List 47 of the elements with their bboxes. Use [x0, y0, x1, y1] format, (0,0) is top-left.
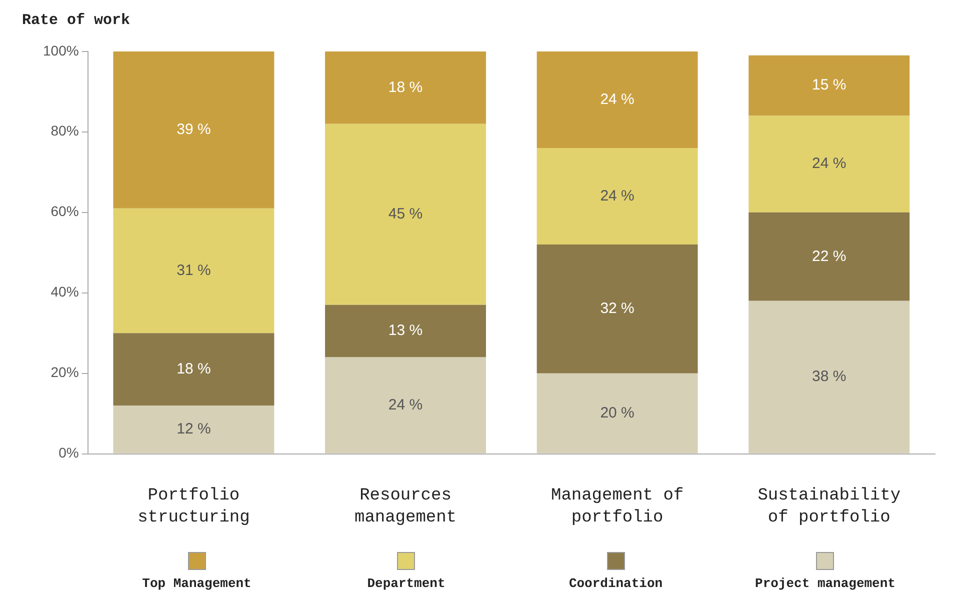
x-tick-label: Resources management: [354, 486, 457, 528]
legend-label: Top Management: [141, 576, 252, 591]
bar: [536, 244, 698, 374]
bar: [536, 373, 698, 454]
bar: [113, 51, 274, 208]
bar: [325, 124, 486, 305]
y-axis-title: Rate of work: [22, 12, 130, 29]
data-label: 13 %: [388, 322, 423, 340]
x-tick-label: Portfolio structuring: [138, 486, 250, 528]
legend-label: Department: [366, 576, 446, 591]
bar: [748, 55, 910, 116]
y-tick-label: 40%: [50, 284, 79, 300]
data-label: 18 %: [176, 360, 211, 378]
bar: [113, 208, 274, 334]
y-tick-label: 20%: [50, 364, 79, 380]
bar: [748, 116, 910, 212]
x-tick-label: Management of portfolio: [550, 486, 684, 528]
bar: [113, 333, 274, 406]
x-tick-label: Sustainability of portfolio: [758, 486, 901, 528]
bar: [325, 357, 486, 454]
bar: [536, 148, 698, 245]
bar: [748, 212, 910, 301]
data-label: 24 %: [600, 90, 634, 108]
legend-label: Project management: [754, 576, 896, 591]
legend-label: Coordination: [568, 576, 664, 591]
bar: [748, 300, 910, 454]
data-label: 15 %: [812, 76, 846, 94]
y-tick-label: 0%: [58, 444, 79, 461]
data-label: 12 %: [176, 420, 211, 438]
data-label: 32 %: [600, 300, 634, 318]
y-tick-label: 60%: [50, 203, 79, 220]
bar: [325, 51, 486, 124]
bar: [325, 304, 486, 358]
data-label: 18 %: [388, 78, 423, 96]
bar: [113, 406, 274, 454]
data-label: 24 %: [812, 155, 846, 172]
bar: [536, 51, 698, 148]
data-label: 45 %: [388, 206, 423, 223]
y-tick-label: 100%: [42, 42, 79, 58]
data-label: 24 %: [600, 187, 634, 204]
data-label: 20 %: [600, 404, 634, 422]
data-label: 31 %: [176, 262, 211, 279]
data-label: 38 %: [812, 368, 846, 386]
data-label: 24 %: [388, 396, 423, 414]
y-tick-label: 80%: [50, 122, 79, 139]
data-label: 22 %: [812, 248, 846, 265]
data-label: 39 %: [176, 121, 211, 138]
